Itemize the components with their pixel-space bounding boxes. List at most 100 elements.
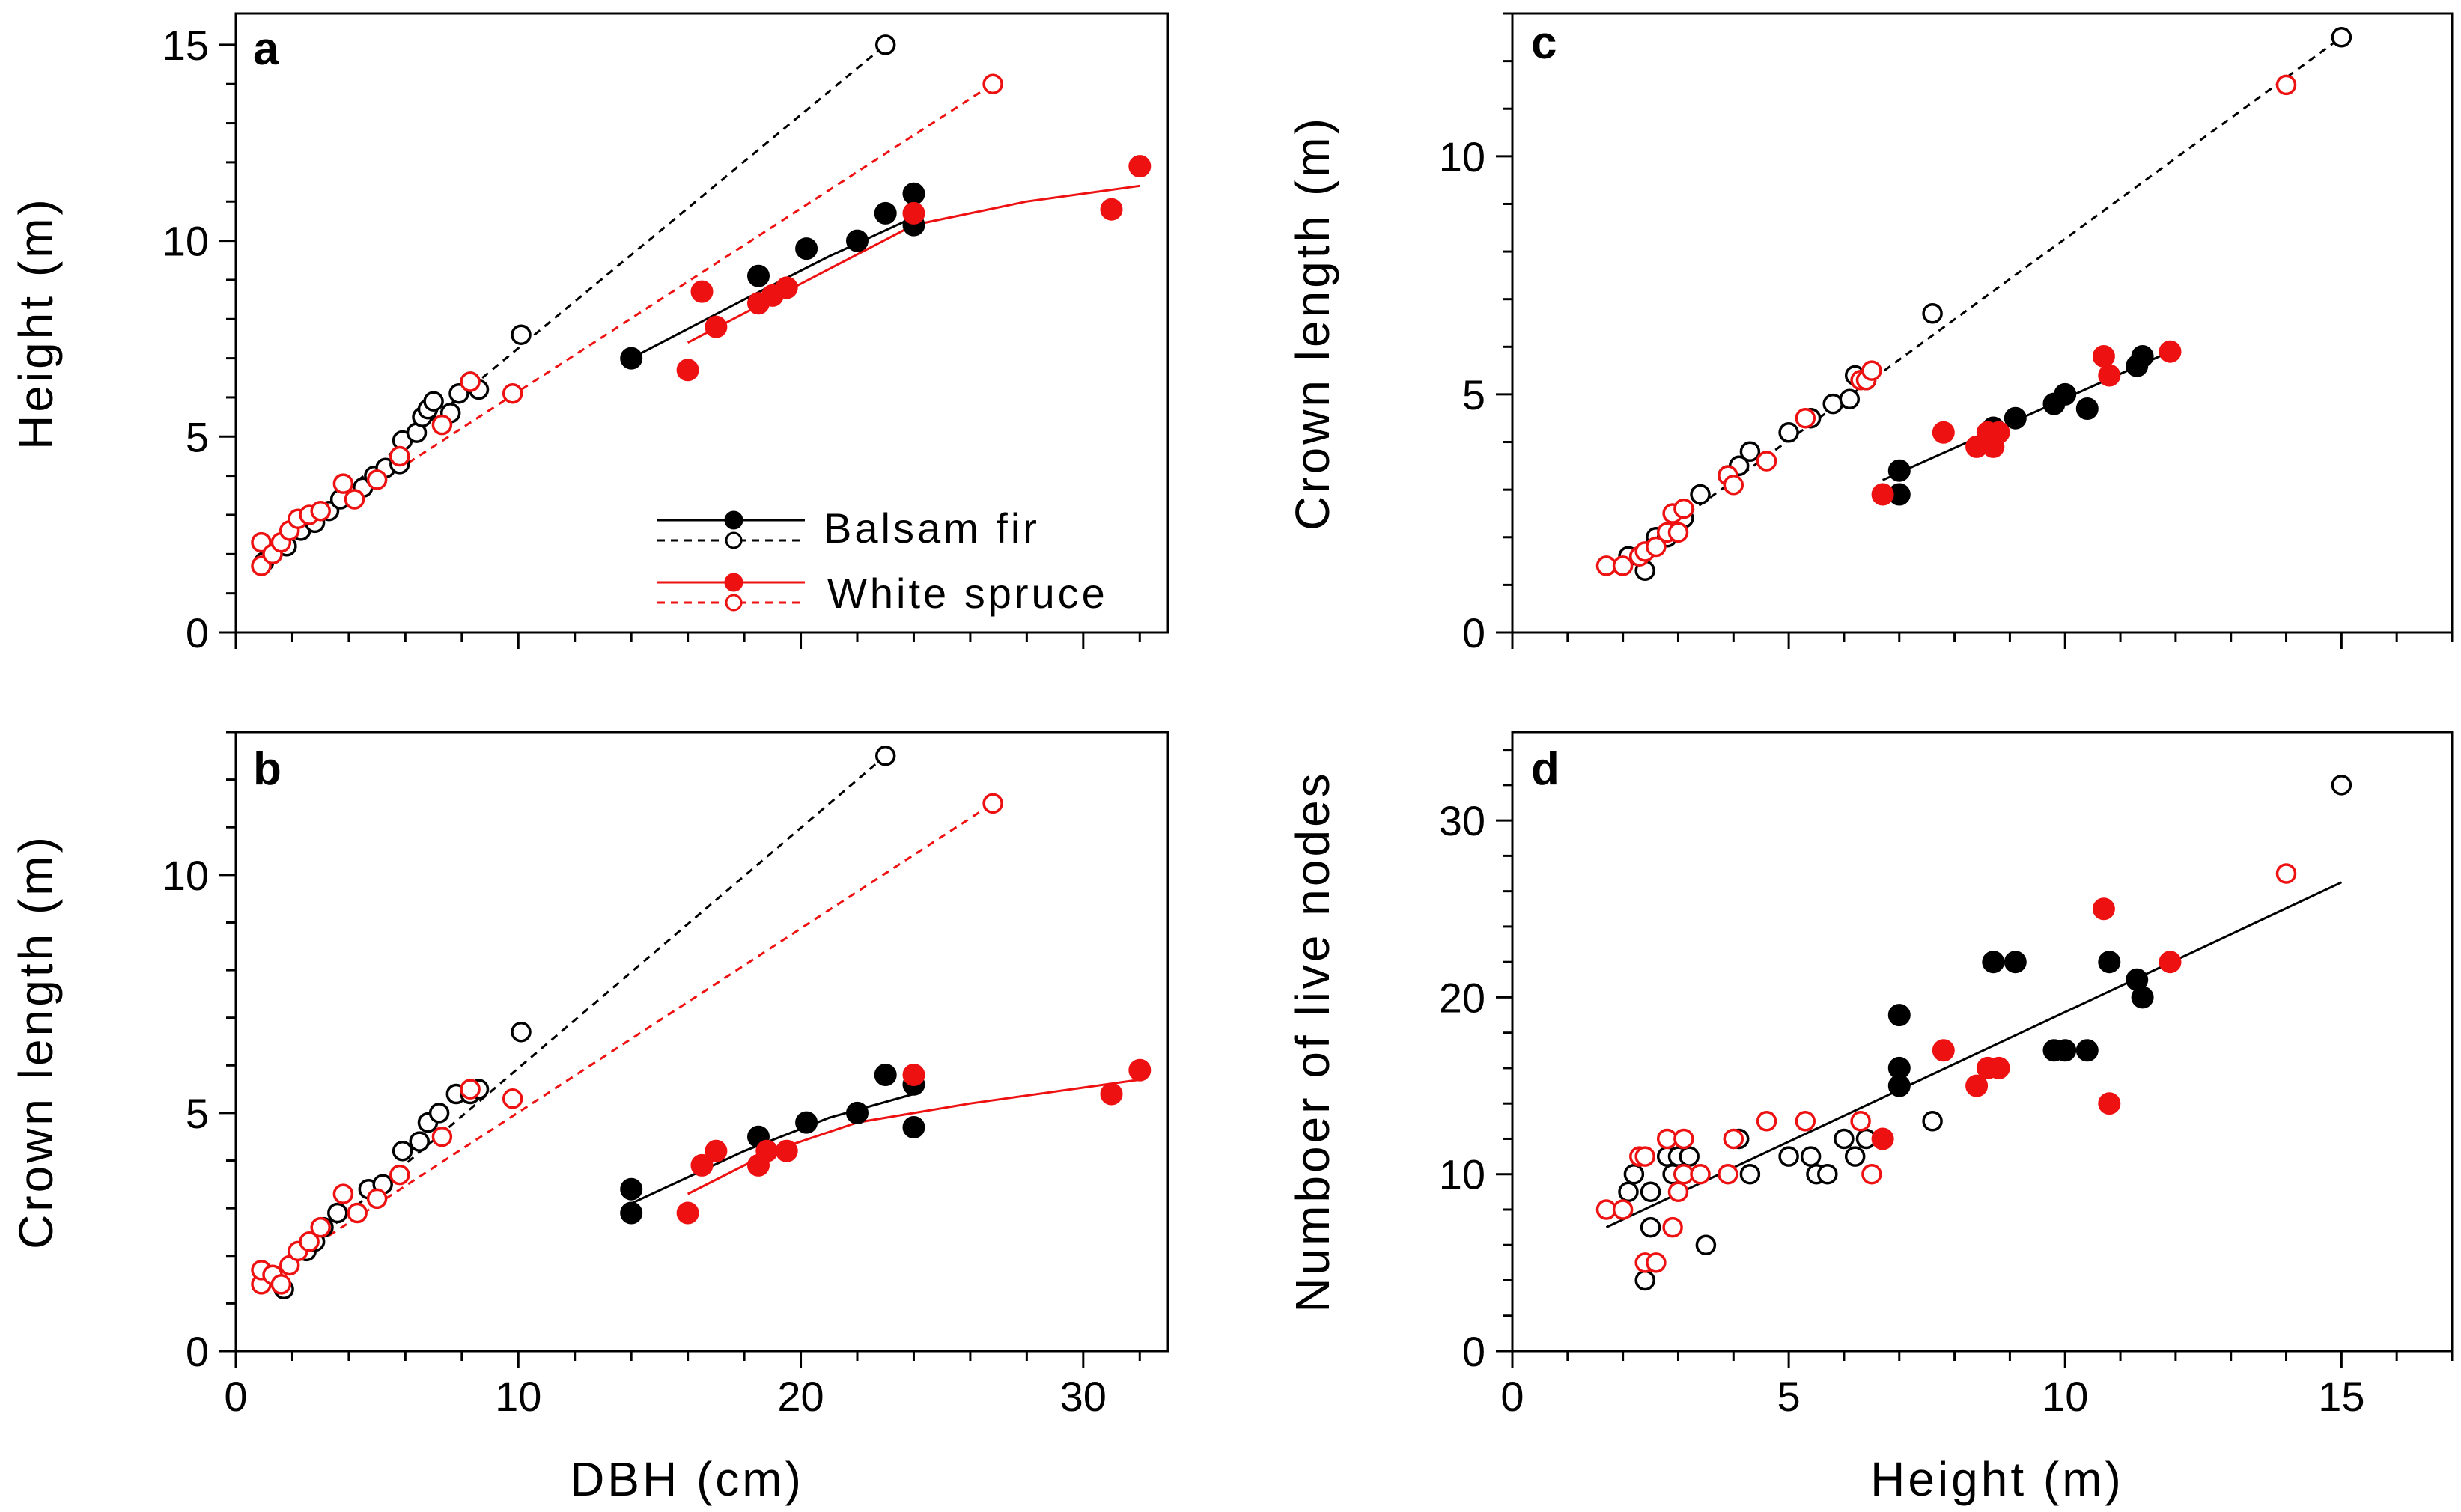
data-point — [1839, 388, 1861, 410]
panel-letter: a — [253, 23, 279, 75]
data-point — [705, 315, 728, 338]
data-point — [460, 371, 481, 392]
x-tick-label: 10 — [495, 1373, 541, 1420]
data-point — [2159, 340, 2182, 363]
data-point — [366, 1188, 388, 1210]
legend-key-marker — [724, 510, 743, 530]
data-point — [431, 1126, 453, 1147]
y-tick-label: 15 — [162, 22, 209, 69]
data-point — [2159, 951, 2182, 974]
data-point — [982, 793, 1003, 814]
y-axis-title: Height (m) — [9, 196, 63, 450]
y-axis-title: Crown length (m) — [1286, 115, 1339, 531]
data-point — [502, 1088, 523, 1109]
data-point — [2331, 775, 2352, 796]
x-tick-label: 10 — [2042, 1373, 2088, 1420]
y-tick-label: 10 — [162, 218, 209, 265]
data-point — [1612, 555, 1634, 576]
data-point — [2075, 1039, 2099, 1062]
data-point — [1679, 1146, 1700, 1167]
data-point — [366, 469, 388, 490]
data-point — [775, 1139, 798, 1162]
data-point — [423, 391, 444, 412]
data-point — [1100, 198, 1123, 221]
data-point — [1718, 1163, 1738, 1185]
data-point — [1695, 1234, 1717, 1255]
y-tick-label: 0 — [1462, 609, 1485, 656]
fit-line — [1882, 350, 2171, 481]
x-tick-label: 0 — [1500, 1373, 1524, 1420]
data-point — [1640, 1181, 1661, 1203]
data-point — [1800, 1146, 1822, 1167]
data-point — [755, 1139, 779, 1162]
plot-frame — [234, 12, 1169, 634]
data-point — [511, 1022, 532, 1043]
data-point — [2004, 951, 2027, 974]
data-point — [1982, 951, 2005, 974]
data-point — [1795, 1111, 1816, 1132]
panel-letter: d — [1531, 743, 1560, 795]
data-point — [676, 359, 699, 382]
data-point — [846, 229, 869, 252]
data-point — [1673, 1128, 1694, 1150]
data-point — [1861, 360, 1882, 381]
data-point — [1795, 407, 1816, 429]
data-point — [1756, 451, 1777, 472]
data-point — [795, 1111, 818, 1134]
fit-line — [630, 1093, 914, 1205]
data-point — [2098, 1092, 2121, 1115]
data-point — [620, 1201, 643, 1225]
data-point — [2075, 397, 2099, 420]
data-point — [327, 1202, 348, 1224]
data-point — [1871, 1127, 1894, 1150]
data-point — [1634, 1146, 1655, 1167]
data-point — [1667, 1181, 1689, 1203]
legend-spruce-label: White spruce — [827, 570, 1108, 617]
data-point — [299, 1231, 320, 1252]
data-point — [874, 1064, 897, 1086]
data-point — [705, 1139, 728, 1162]
panel-letter: b — [253, 743, 282, 795]
data-point — [1723, 475, 1744, 496]
data-point — [1128, 1058, 1152, 1082]
data-point — [902, 1064, 925, 1086]
data-point — [2331, 27, 2352, 48]
data-point — [1778, 422, 1799, 443]
data-point — [1844, 1146, 1866, 1167]
y-tick-label: 5 — [186, 1090, 209, 1137]
data-point — [1932, 421, 1955, 444]
data-point — [795, 237, 818, 260]
data-point — [690, 280, 714, 303]
data-point — [344, 489, 365, 510]
data-point — [2131, 345, 2154, 368]
fit-line — [261, 82, 994, 559]
data-point — [1887, 1056, 1911, 1079]
data-point — [874, 34, 896, 55]
legend-key-marker — [725, 594, 743, 612]
x-tick-label: 5 — [1777, 1373, 1801, 1420]
data-point — [902, 201, 925, 225]
data-point — [332, 1183, 354, 1204]
x-tick-label: 0 — [224, 1373, 247, 1420]
data-point — [1667, 522, 1689, 543]
y-tick-label: 10 — [1439, 1151, 1485, 1198]
data-point — [511, 324, 532, 345]
panel-c: 0 5 10 Crown length (m) c — [1286, 12, 2454, 656]
data-point — [1887, 1004, 1911, 1027]
y-axis-title: Numboer of live nodes — [1286, 770, 1339, 1312]
data-point — [620, 1177, 643, 1201]
plot-frame — [234, 731, 1169, 1353]
data-point — [310, 500, 331, 522]
data-point — [874, 746, 896, 766]
data-point — [1778, 1146, 1799, 1167]
data-point — [332, 473, 354, 494]
data-point — [502, 382, 523, 404]
data-point — [1739, 1163, 1761, 1185]
x-tick-label: 15 — [2318, 1373, 2364, 1420]
data-point — [676, 1201, 699, 1225]
data-point — [1640, 1216, 1661, 1238]
data-point — [902, 1116, 925, 1138]
data-point — [1690, 484, 1711, 505]
x-axis-title: DBH (cm) — [570, 1452, 804, 1506]
